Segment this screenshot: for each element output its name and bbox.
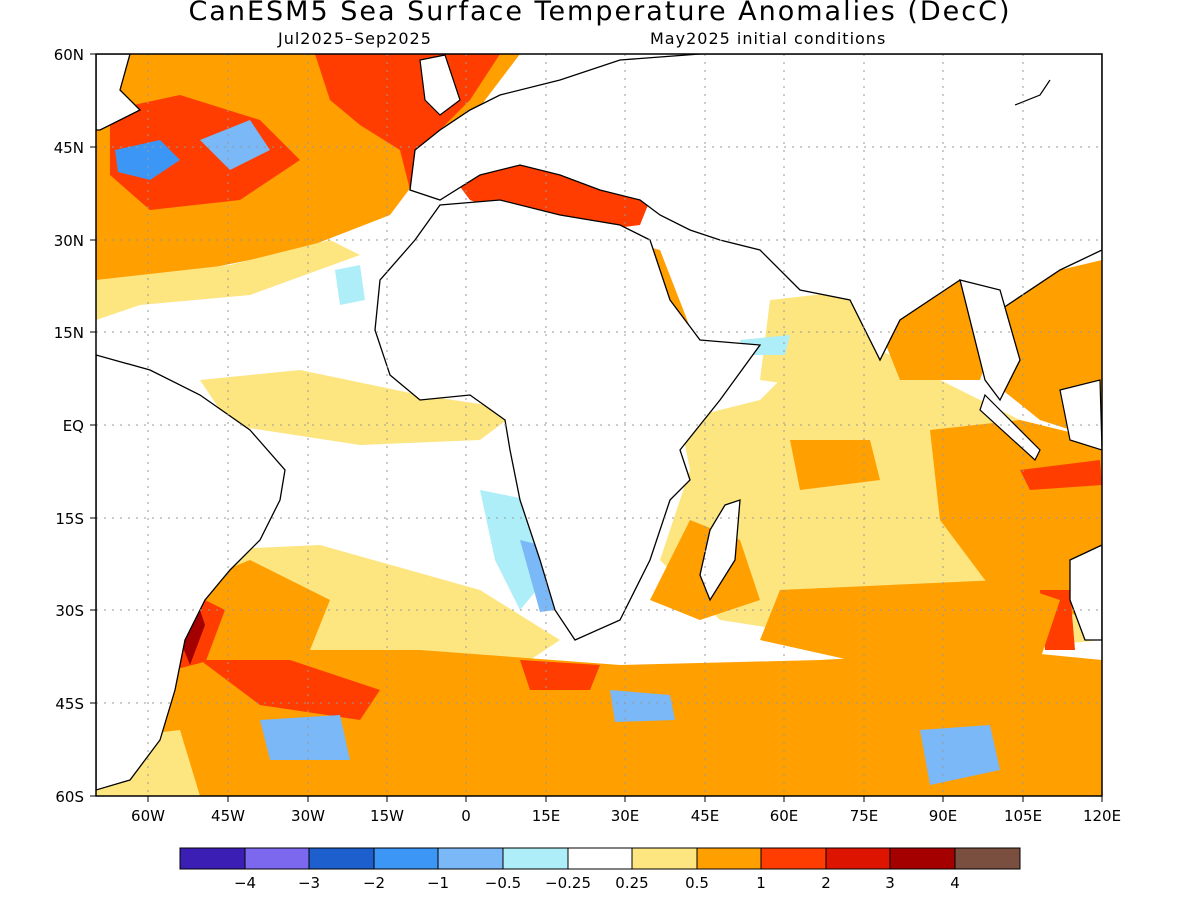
colorbar-label-9: 1 xyxy=(756,874,766,892)
lat-label-60s: 60S xyxy=(55,788,84,806)
anomaly-southern-strong-1 xyxy=(200,660,380,720)
uk-coastline xyxy=(419,54,461,116)
colorbar-swatch-3 xyxy=(308,847,375,870)
lat-label-45n: 45N xyxy=(54,139,84,157)
anomaly-southern-cool-2 xyxy=(610,690,675,722)
anomaly-angola-cool-core xyxy=(520,540,555,612)
colorbar xyxy=(179,847,1021,870)
australia-coastline xyxy=(1069,544,1102,641)
colorbar-label-12: 4 xyxy=(950,874,960,892)
map-title: CanESM5 Sea Surface Temperature Anomalie… xyxy=(188,0,1012,27)
anomaly-kerguelen-cool xyxy=(920,725,1000,785)
europe-coastline xyxy=(409,54,1102,362)
south-america-coastline xyxy=(96,354,286,791)
lat-label-30s: 30S xyxy=(55,602,84,620)
colorbar-swatch-12 xyxy=(889,847,956,870)
anomaly-southern-cool xyxy=(260,715,350,760)
lon-label-30w: 30W xyxy=(291,807,325,825)
lon-label-60w: 60W xyxy=(131,807,165,825)
colorbar-swatch-11 xyxy=(825,847,891,870)
lat-label-45s: 45S xyxy=(55,695,84,713)
colorbar-label-10: 2 xyxy=(821,874,831,892)
lon-label-45w: 45W xyxy=(211,807,245,825)
north-america-coastline xyxy=(96,54,142,131)
lat-label-60n: 60N xyxy=(54,46,84,64)
anomaly-indian-warm xyxy=(790,440,880,490)
japan-coastline xyxy=(1014,79,1051,106)
colorbar-label-11: 3 xyxy=(885,874,895,892)
colorbar-swatch-13 xyxy=(954,847,1021,870)
anomaly-guinea-cool xyxy=(335,265,365,305)
lon-label-0: 0 xyxy=(461,807,471,825)
colorbar-swatch-1 xyxy=(179,847,246,870)
madagascar-coastline xyxy=(699,499,741,602)
anomaly-south-indian-warm xyxy=(760,580,1060,660)
forecast-period: Jul2025–Sep2025 xyxy=(278,29,432,48)
borneo-coastline xyxy=(1059,379,1102,451)
colorbar-swatch-6 xyxy=(502,847,569,870)
colorbar-swatch-8 xyxy=(631,847,698,870)
lon-label-90e: 90E xyxy=(929,807,958,825)
lon-label-120e: 120E xyxy=(1083,807,1121,825)
lat-label-15n: 15N xyxy=(54,324,84,342)
lon-label-60e: 60E xyxy=(770,807,799,825)
colorbar-swatch-9 xyxy=(696,847,762,870)
lat-label-15s: 15S xyxy=(55,510,84,528)
africa-coastline xyxy=(374,199,762,641)
anomaly-java-strong xyxy=(1020,460,1102,490)
colorbar-label-7: 0.25 xyxy=(615,874,648,892)
lon-label-105e: 105E xyxy=(1004,807,1042,825)
lat-label-30n: 30N xyxy=(54,232,84,250)
colorbar-label-3: −2 xyxy=(363,874,385,892)
colorbar-label-8: 0.5 xyxy=(685,874,709,892)
lon-label-75e: 75E xyxy=(850,807,879,825)
colorbar-label-1: −4 xyxy=(234,874,256,892)
colorbar-swatch-4 xyxy=(373,847,439,870)
colorbar-label-6: −0.25 xyxy=(545,874,591,892)
colorbar-label-5: −0.5 xyxy=(485,874,521,892)
anomaly-arabian-sea xyxy=(760,290,880,390)
colorbar-swatch-2 xyxy=(244,847,310,870)
colorbar-swatch-7 xyxy=(567,847,633,870)
longitude-axis xyxy=(147,796,1103,802)
anomaly-southern-strong-2 xyxy=(520,660,600,690)
colorbar-label-4: −1 xyxy=(427,874,449,892)
lon-label-30e: 30E xyxy=(611,807,640,825)
latitude-axis xyxy=(90,53,96,797)
land-masses xyxy=(96,54,1102,791)
colorbar-label-2: −3 xyxy=(298,874,320,892)
anomaly-labrador-cool-2 xyxy=(200,120,270,170)
indochina-coastline xyxy=(959,279,1021,402)
anomaly-tropical-atlantic xyxy=(200,370,520,445)
sumatra-coastline xyxy=(979,393,1041,461)
lon-label-45e: 45E xyxy=(691,807,720,825)
colorbar-swatch-5 xyxy=(437,847,504,870)
lon-label-15e: 15E xyxy=(532,807,561,825)
anomaly-brazil-core xyxy=(180,610,205,665)
colorbar-swatch-10 xyxy=(760,847,827,870)
lat-label-eq: EQ xyxy=(63,417,84,435)
initial-conditions-label: May2025 initial conditions xyxy=(650,29,887,48)
lon-label-15w: 15W xyxy=(370,807,404,825)
